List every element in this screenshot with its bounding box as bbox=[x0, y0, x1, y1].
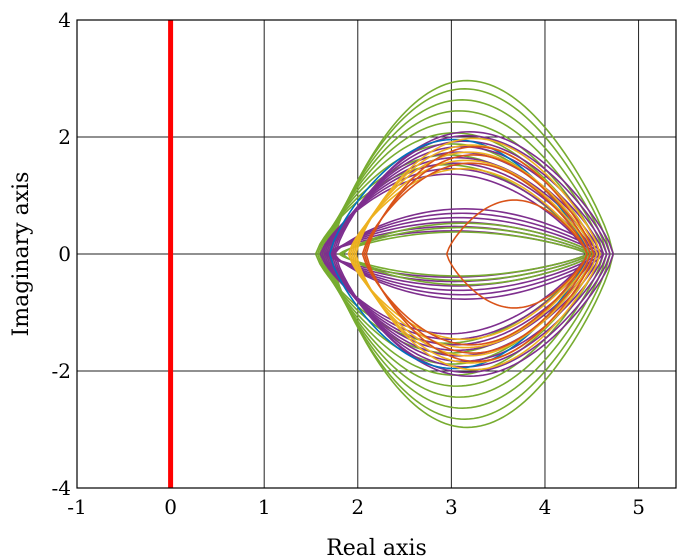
locus-branch bbox=[365, 253, 595, 363]
locus-branch bbox=[327, 88, 611, 255]
x-tick-label: 3 bbox=[445, 495, 458, 519]
locus-branch bbox=[363, 253, 592, 354]
y-tick-label: -2 bbox=[52, 359, 71, 383]
locus-branch bbox=[365, 145, 595, 255]
x-axis-label: Real axis bbox=[326, 536, 427, 559]
locus-branch bbox=[351, 253, 595, 357]
locus-branch bbox=[361, 253, 588, 346]
locus-branch bbox=[326, 99, 608, 255]
locus-branch bbox=[329, 79, 615, 255]
y-axis-label: Imaginary axis bbox=[9, 172, 34, 337]
y-tick-labels: -4 -2 0 2 4 bbox=[52, 8, 71, 500]
locus-branch bbox=[334, 130, 615, 255]
locus-branch bbox=[340, 253, 591, 282]
locus-branch bbox=[333, 208, 605, 255]
locus-branch bbox=[347, 253, 588, 341]
locus-branch bbox=[353, 253, 598, 364]
locus-branch bbox=[445, 253, 588, 309]
y-tick-label: -4 bbox=[52, 476, 71, 500]
x-tick-label: -1 bbox=[67, 495, 86, 519]
locus-branch bbox=[327, 253, 611, 420]
y-tick-label: 2 bbox=[58, 125, 71, 149]
locus-branch bbox=[322, 121, 601, 255]
x-tick-label: 5 bbox=[632, 495, 645, 519]
locus-branch bbox=[338, 231, 588, 255]
y-tick-label: 4 bbox=[58, 8, 71, 32]
locus-branch bbox=[324, 110, 605, 255]
x-tick-label: 0 bbox=[164, 495, 177, 519]
locus-branch bbox=[324, 253, 605, 398]
locus-branch bbox=[340, 226, 591, 255]
locus-branch bbox=[355, 253, 601, 371]
locus-branch bbox=[322, 253, 601, 387]
x-tick-label: 2 bbox=[351, 495, 364, 519]
locus-branch bbox=[325, 156, 598, 255]
locus-branch bbox=[326, 253, 608, 409]
locus-branch bbox=[363, 154, 592, 255]
locus-branch bbox=[349, 253, 592, 349]
locus-branch bbox=[331, 253, 601, 296]
plot-frame bbox=[76, 19, 677, 489]
x-tick-label: 4 bbox=[539, 495, 552, 519]
locus-branch bbox=[329, 253, 615, 429]
locus-branch bbox=[349, 159, 592, 255]
locus-branch bbox=[331, 212, 601, 255]
y-tick-label: 0 bbox=[58, 242, 71, 266]
locus-branch bbox=[361, 162, 588, 255]
locus-branch bbox=[351, 151, 595, 255]
locus-branch bbox=[325, 253, 598, 352]
locus-branch bbox=[353, 144, 598, 255]
locus-curves bbox=[314, 79, 615, 429]
x-tick-labels: -1 0 1 2 3 4 5 bbox=[67, 495, 645, 519]
locus-branch bbox=[355, 137, 601, 255]
locus-branch bbox=[347, 167, 588, 255]
locus-branch bbox=[445, 199, 588, 255]
locus-branch bbox=[334, 253, 615, 378]
locus-branch bbox=[333, 253, 605, 300]
locus-branch bbox=[338, 253, 588, 277]
x-tick-label: 1 bbox=[258, 495, 271, 519]
